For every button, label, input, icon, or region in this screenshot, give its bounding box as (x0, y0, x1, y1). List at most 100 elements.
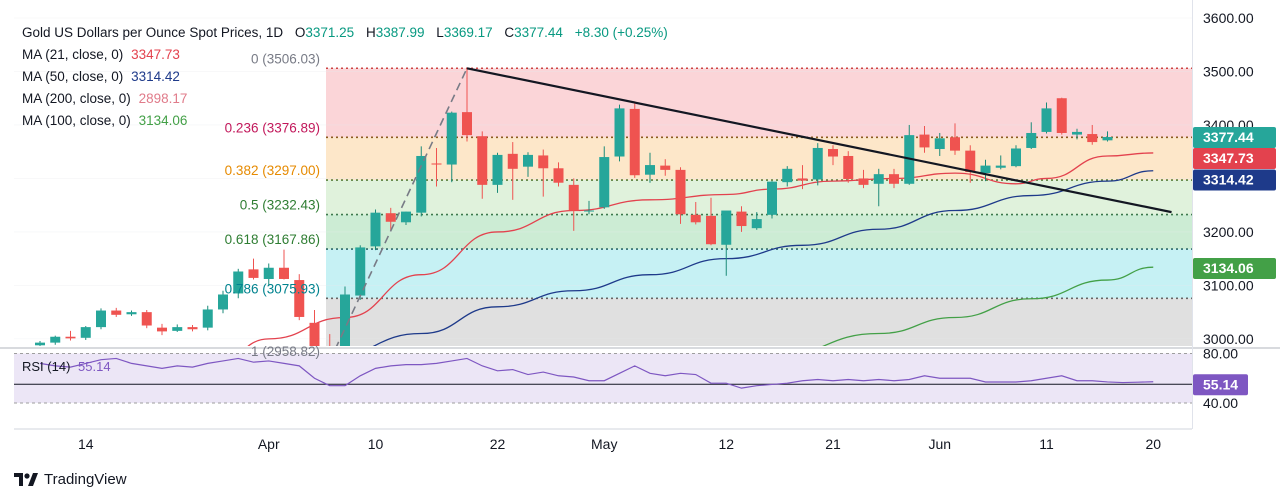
candle-body (477, 136, 488, 185)
ma-line (822, 266, 1154, 346)
candle-body (355, 247, 366, 296)
fib-label-0.236: 0.236 (3376.89) (225, 120, 320, 135)
fib-band-0.786 (326, 298, 1192, 346)
candle-body (50, 336, 61, 343)
indicator-value: 3314.42 (131, 69, 180, 84)
indicator-value: 3347.73 (131, 47, 180, 62)
rsi-tag-label: 55.14 (1203, 376, 1238, 392)
fib-band-0.382 (326, 180, 1192, 215)
indicator-value: 3134.06 (138, 113, 188, 128)
indicator-label: MA (200, close, 0) (22, 91, 131, 106)
fib-label-0.5: 0.5 (3232.43) (240, 198, 320, 213)
candle-body (1011, 148, 1021, 167)
price-tag (1193, 127, 1276, 148)
candle-body (995, 165, 1006, 168)
symbol-title: Gold US Dollars per Ounce Spot Prices, 1… (22, 25, 284, 40)
time-tick: 10 (368, 436, 384, 452)
candle-body (828, 149, 838, 157)
symbol-header[interactable]: Gold US Dollars per Ounce Spot Prices, 1… (22, 22, 668, 44)
candle-body (157, 327, 167, 332)
price-tag (1193, 169, 1276, 191)
fib-label-0: 0 (3506.03) (251, 51, 320, 66)
candle-body (523, 154, 533, 167)
candle-body (1026, 132, 1037, 148)
indicator-value: 2898.17 (138, 91, 188, 106)
candle-body (1056, 98, 1067, 133)
candle-body (1087, 134, 1098, 143)
time-tick: 11 (1039, 436, 1054, 452)
change-value: +8.30 (+0.25%) (574, 25, 668, 40)
price-tag-label: 3314.42 (1203, 172, 1254, 188)
candle-body (233, 271, 244, 294)
candle-body (279, 267, 289, 279)
indicator-label: MA (100, close, 0) (22, 113, 131, 128)
candle-body (492, 154, 503, 185)
chart-legend: Gold US Dollars per Ounce Spot Prices, 1… (22, 22, 668, 132)
time-tick: 20 (1145, 436, 1161, 452)
fib-label-0.382: 0.382 (3297.00) (225, 163, 320, 178)
ma-line (372, 170, 1154, 346)
indicator-ma200[interactable]: MA (200, close, 0) 2898.17 (22, 88, 668, 110)
candle-body (736, 211, 747, 227)
close-label: C (504, 25, 515, 40)
candle-body (950, 137, 960, 151)
candle-body (385, 213, 396, 222)
candle-body (584, 210, 594, 212)
candle-body (172, 327, 183, 331)
rsi-legend[interactable]: RSI (14) 55.14 (22, 359, 111, 374)
time-tick: 22 (490, 436, 506, 452)
candle-body (1041, 108, 1052, 132)
candle-body (751, 219, 762, 229)
price-tag (1193, 148, 1276, 169)
indicator-ma21[interactable]: MA (21, close, 0) 3347.73 (22, 44, 668, 66)
candle-body (401, 211, 411, 223)
rsi-tick: 80.00 (1203, 346, 1238, 362)
candle-body (812, 147, 823, 180)
ohlc-values: O3371.25 H3387.99 L3369.17 C3377.44 +8.3… (287, 22, 668, 44)
fib-anchor-line (335, 67, 468, 346)
candle-body (690, 214, 701, 223)
candle-body (309, 322, 320, 346)
candle-body (675, 169, 686, 215)
price-tick: 3000.00 (1203, 331, 1254, 347)
candle-body (218, 294, 228, 310)
time-tick: Jun (928, 436, 951, 452)
candle-body (919, 134, 930, 148)
price-tick: 3200.00 (1203, 224, 1254, 240)
candle-body (340, 294, 350, 346)
time-tick: 21 (825, 436, 841, 452)
grid (14, 17, 1192, 340)
candle-body (706, 215, 716, 245)
rsi-pane (0, 347, 1280, 430)
candle-body (873, 174, 884, 184)
price-axis[interactable]: 3600.003500.003400.003300.003200.003100.… (1192, 0, 1254, 429)
candle-body (202, 309, 213, 328)
candle-body (446, 112, 457, 165)
candle-body (507, 153, 518, 169)
candle-body (614, 108, 625, 157)
candle-body (126, 312, 137, 315)
fib-label-0.618: 0.618 (3167.86) (225, 232, 320, 247)
candle-body (141, 312, 152, 326)
candle-body (1102, 137, 1113, 141)
tradingview-icon (14, 472, 38, 486)
high-label: H (365, 25, 376, 40)
candle-body (96, 310, 106, 328)
candle-body (843, 155, 854, 179)
fib-band-0.236 (326, 137, 1192, 181)
indicator-ma50[interactable]: MA (50, close, 0) 3314.42 (22, 66, 668, 88)
open-label: O (294, 25, 306, 40)
price-tick: 3500.00 (1203, 63, 1254, 79)
candle-body (462, 112, 472, 136)
time-axis[interactable]: 14 Apr 10 22 May 12 21 Jun 11 20 (78, 436, 1161, 452)
fib-label-1: 1 (2958.82) (251, 344, 320, 359)
fib-label-0.786: 0.786 (3075.93) (225, 281, 320, 296)
price-tag-label: 3134.06 (1203, 260, 1254, 276)
time-tick: 14 (78, 436, 94, 452)
candle-body (599, 157, 610, 208)
tradingview-logo[interactable]: TradingView (14, 471, 127, 488)
price-tick: 3100.00 (1203, 277, 1254, 293)
candle-body (1072, 131, 1082, 135)
indicator-ma100[interactable]: MA (100, close, 0) 3134.06 (22, 110, 668, 132)
